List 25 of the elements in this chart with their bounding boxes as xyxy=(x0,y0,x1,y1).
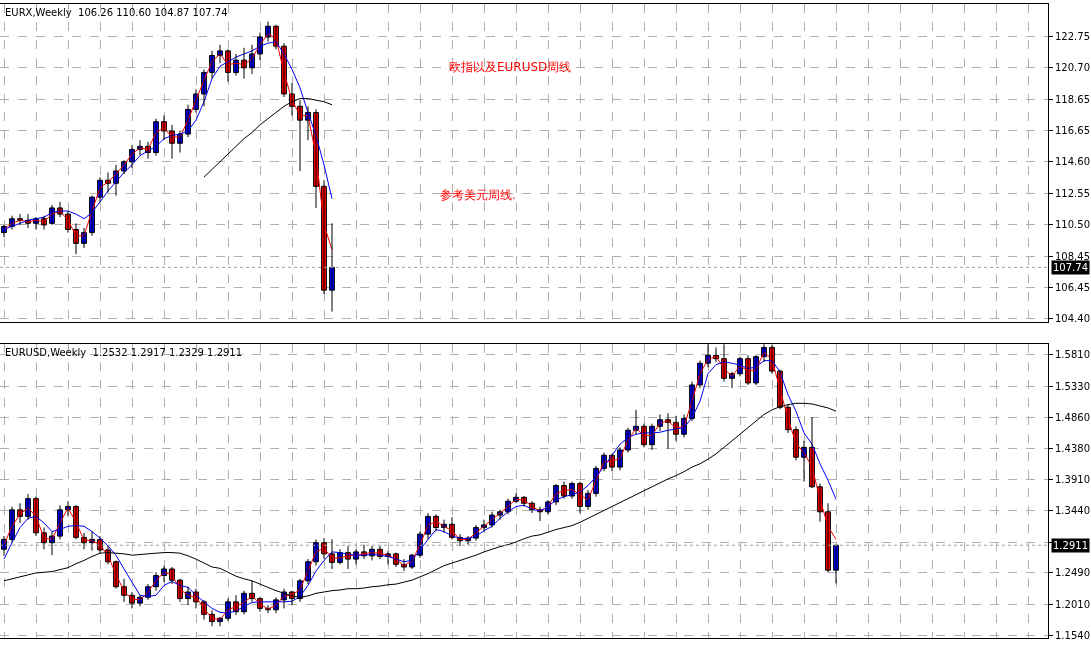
y-tick-label: 1.5330 xyxy=(1055,380,1090,392)
chart-title: EURX,Weekly 106.26 110.60 104.87 107.74 xyxy=(5,7,228,18)
y-tick-label: 106.45 xyxy=(1055,281,1090,293)
y-tick-label: 104.40 xyxy=(1055,313,1090,325)
annotation: 参考美元周线. xyxy=(440,188,516,202)
annotation: 欧指以及EURUSD周线 xyxy=(449,60,572,74)
y-tick-label: 1.2490 xyxy=(1055,567,1090,579)
ref-line-label: 1.2911 xyxy=(1053,540,1088,551)
y-tick-label: 1.2010 xyxy=(1055,598,1090,610)
y-tick-label: 122.75 xyxy=(1055,30,1090,42)
chart-title: EURUSD,Weekly 1.2532 1.2917 1.2329 1.2911 xyxy=(5,347,243,358)
y-tick-label: 1.4860 xyxy=(1055,411,1090,423)
y-tick-label: 110.50 xyxy=(1055,219,1090,231)
y-tick-label: 1.4380 xyxy=(1055,443,1090,455)
y-tick-label: 116.65 xyxy=(1055,124,1090,136)
y-tick-label: 1.5810 xyxy=(1055,349,1090,361)
ref-line-label: 107.74 xyxy=(1053,262,1088,273)
y-tick-label: 112.55 xyxy=(1055,187,1090,199)
y-tick-label: 1.3910 xyxy=(1055,474,1090,486)
y-tick-label: 118.65 xyxy=(1055,93,1090,105)
y-tick-label: 1.1540 xyxy=(1055,629,1090,641)
y-tick-label: 114.60 xyxy=(1055,156,1090,168)
y-tick-label: 1.3440 xyxy=(1055,504,1090,516)
y-tick-label: 120.70 xyxy=(1055,62,1090,74)
y-tick-label: 108.45 xyxy=(1055,250,1090,262)
